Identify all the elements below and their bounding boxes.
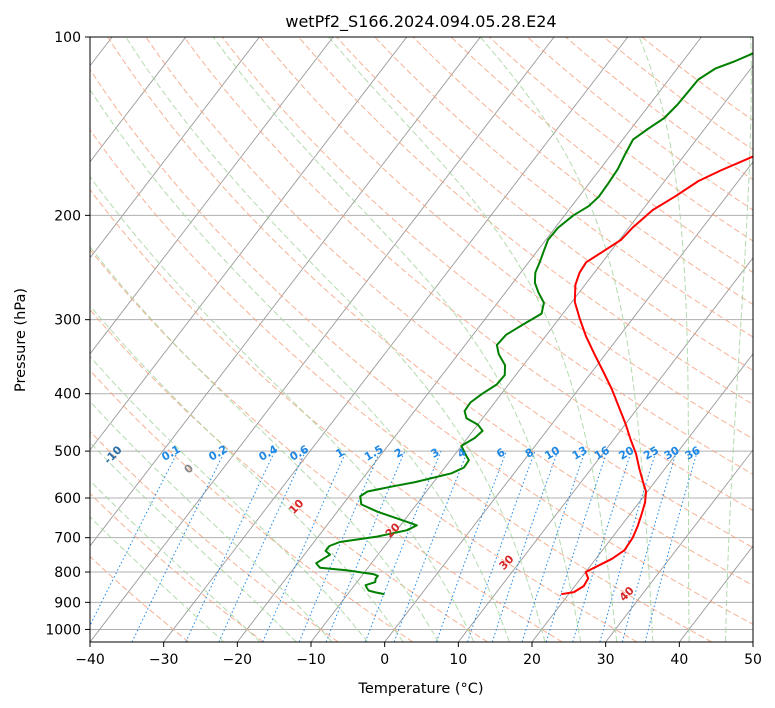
dry-adiabat-line [336, 37, 753, 371]
dry-adiabat-line [90, 188, 638, 642]
mixing-ratio-line [298, 450, 381, 642]
dry-adiabat-line [298, 37, 753, 405]
dry-adiabat-line [107, 37, 753, 587]
x-axis-label: Temperature (°C) [357, 681, 483, 697]
mixing-ratio-line [435, 450, 507, 642]
isotherm-line [384, 161, 753, 642]
mixing-ratio-line [218, 450, 307, 642]
dry-adiabat-line [221, 37, 753, 475]
isotherm-line [531, 353, 753, 642]
sounding-profiles [315, 52, 753, 596]
y-tick-label: 300 [54, 313, 81, 329]
isotherm-line [90, 37, 334, 355]
x-tick-label: −10 [296, 652, 326, 668]
dry-adiabat-line [260, 37, 753, 440]
x-tick-label: 0 [380, 652, 389, 668]
moist-adiabat-line [328, 37, 618, 642]
isotherm-line [90, 37, 187, 163]
x-tick-label: −20 [223, 652, 253, 668]
isotherm-line [457, 257, 753, 642]
dry-adiabat-line [565, 37, 753, 181]
dry-adiabat-line [527, 37, 753, 211]
y-axis-label: Pressure (hPa) [13, 288, 29, 392]
isotherm-line [236, 37, 702, 642]
moist-adiabat-line [90, 355, 369, 642]
moist-adiabat-line [90, 441, 297, 642]
dry-adiabat-line [90, 129, 712, 642]
isotherm-line [90, 37, 481, 547]
axes: −40 −30 −20 −10 0 10 20 30 40 50 100 200 300 400 500 60… [45, 30, 762, 668]
moist-adiabat-line [90, 479, 261, 642]
moist-adiabat-line [479, 37, 654, 642]
moist-adiabat-line [90, 246, 439, 642]
mixing-ratio-line [467, 450, 536, 642]
x-tick-label: 40 [670, 652, 688, 668]
y-tick-label: 600 [54, 491, 81, 507]
mixing-ratio-line [131, 450, 226, 642]
x-tick-label: 20 [523, 652, 541, 668]
isotherm-line [90, 37, 260, 259]
dewpoint-profile-line [315, 52, 753, 596]
mixing-ratio-line [644, 450, 698, 642]
plot-frame [89, 36, 754, 643]
moist-adiabat-line [725, 37, 752, 642]
dry-adiabat-line [183, 37, 753, 512]
isotherm-line [163, 37, 629, 642]
y-tick-label: 500 [54, 444, 81, 460]
mixing-ratio-line [621, 450, 678, 642]
dry-adiabat-line [90, 369, 414, 642]
y-tick-label: 1000 [45, 622, 81, 638]
dry-adiabat-line [90, 309, 488, 642]
moist-adiabat-line [90, 175, 475, 642]
y-tick-label: 200 [54, 208, 81, 224]
mixing-ratio-line [491, 450, 559, 642]
x-tick-label: 30 [597, 652, 615, 668]
x-tick-label: 10 [449, 652, 467, 668]
temperature-profile-line [561, 155, 753, 596]
y-tick-label: 400 [54, 387, 81, 403]
dry-adiabat-line [90, 430, 339, 642]
moist-adiabat-line [212, 37, 582, 642]
mixing-ratio-line [599, 450, 657, 642]
moist-adiabat-line [90, 305, 404, 642]
moist-adiabat-line [90, 88, 510, 642]
dry-adiabat-line [374, 37, 753, 338]
x-tick-label: −30 [149, 652, 179, 668]
y-tick-label: 800 [54, 565, 81, 581]
mixing-ratio-line [545, 450, 608, 642]
dry-adiabat-line [603, 37, 753, 151]
moist-adiabat-line [638, 37, 690, 642]
y-tick-label: 900 [54, 595, 81, 611]
mixing-ratio-line [521, 450, 586, 642]
dry-adiabat-line [145, 37, 753, 549]
chart-title: wetPf2_S166.2024.094.05.28.E24 [285, 12, 556, 32]
background-lines [90, 37, 753, 642]
mixing-ratio-line [572, 450, 632, 642]
y-tick-label: 700 [54, 531, 81, 547]
mixing-ratio-line [185, 450, 276, 642]
y-tick-label: 100 [54, 30, 81, 46]
moist-adiabat-line [125, 37, 546, 642]
isotherm-line [605, 449, 753, 642]
plot-area [90, 37, 753, 642]
x-tick-label: 50 [744, 652, 762, 668]
isotherm-line [90, 37, 555, 642]
moist-adiabat-line [90, 400, 333, 642]
isotherm-line [90, 37, 408, 451]
x-tick-label: −40 [75, 652, 105, 668]
